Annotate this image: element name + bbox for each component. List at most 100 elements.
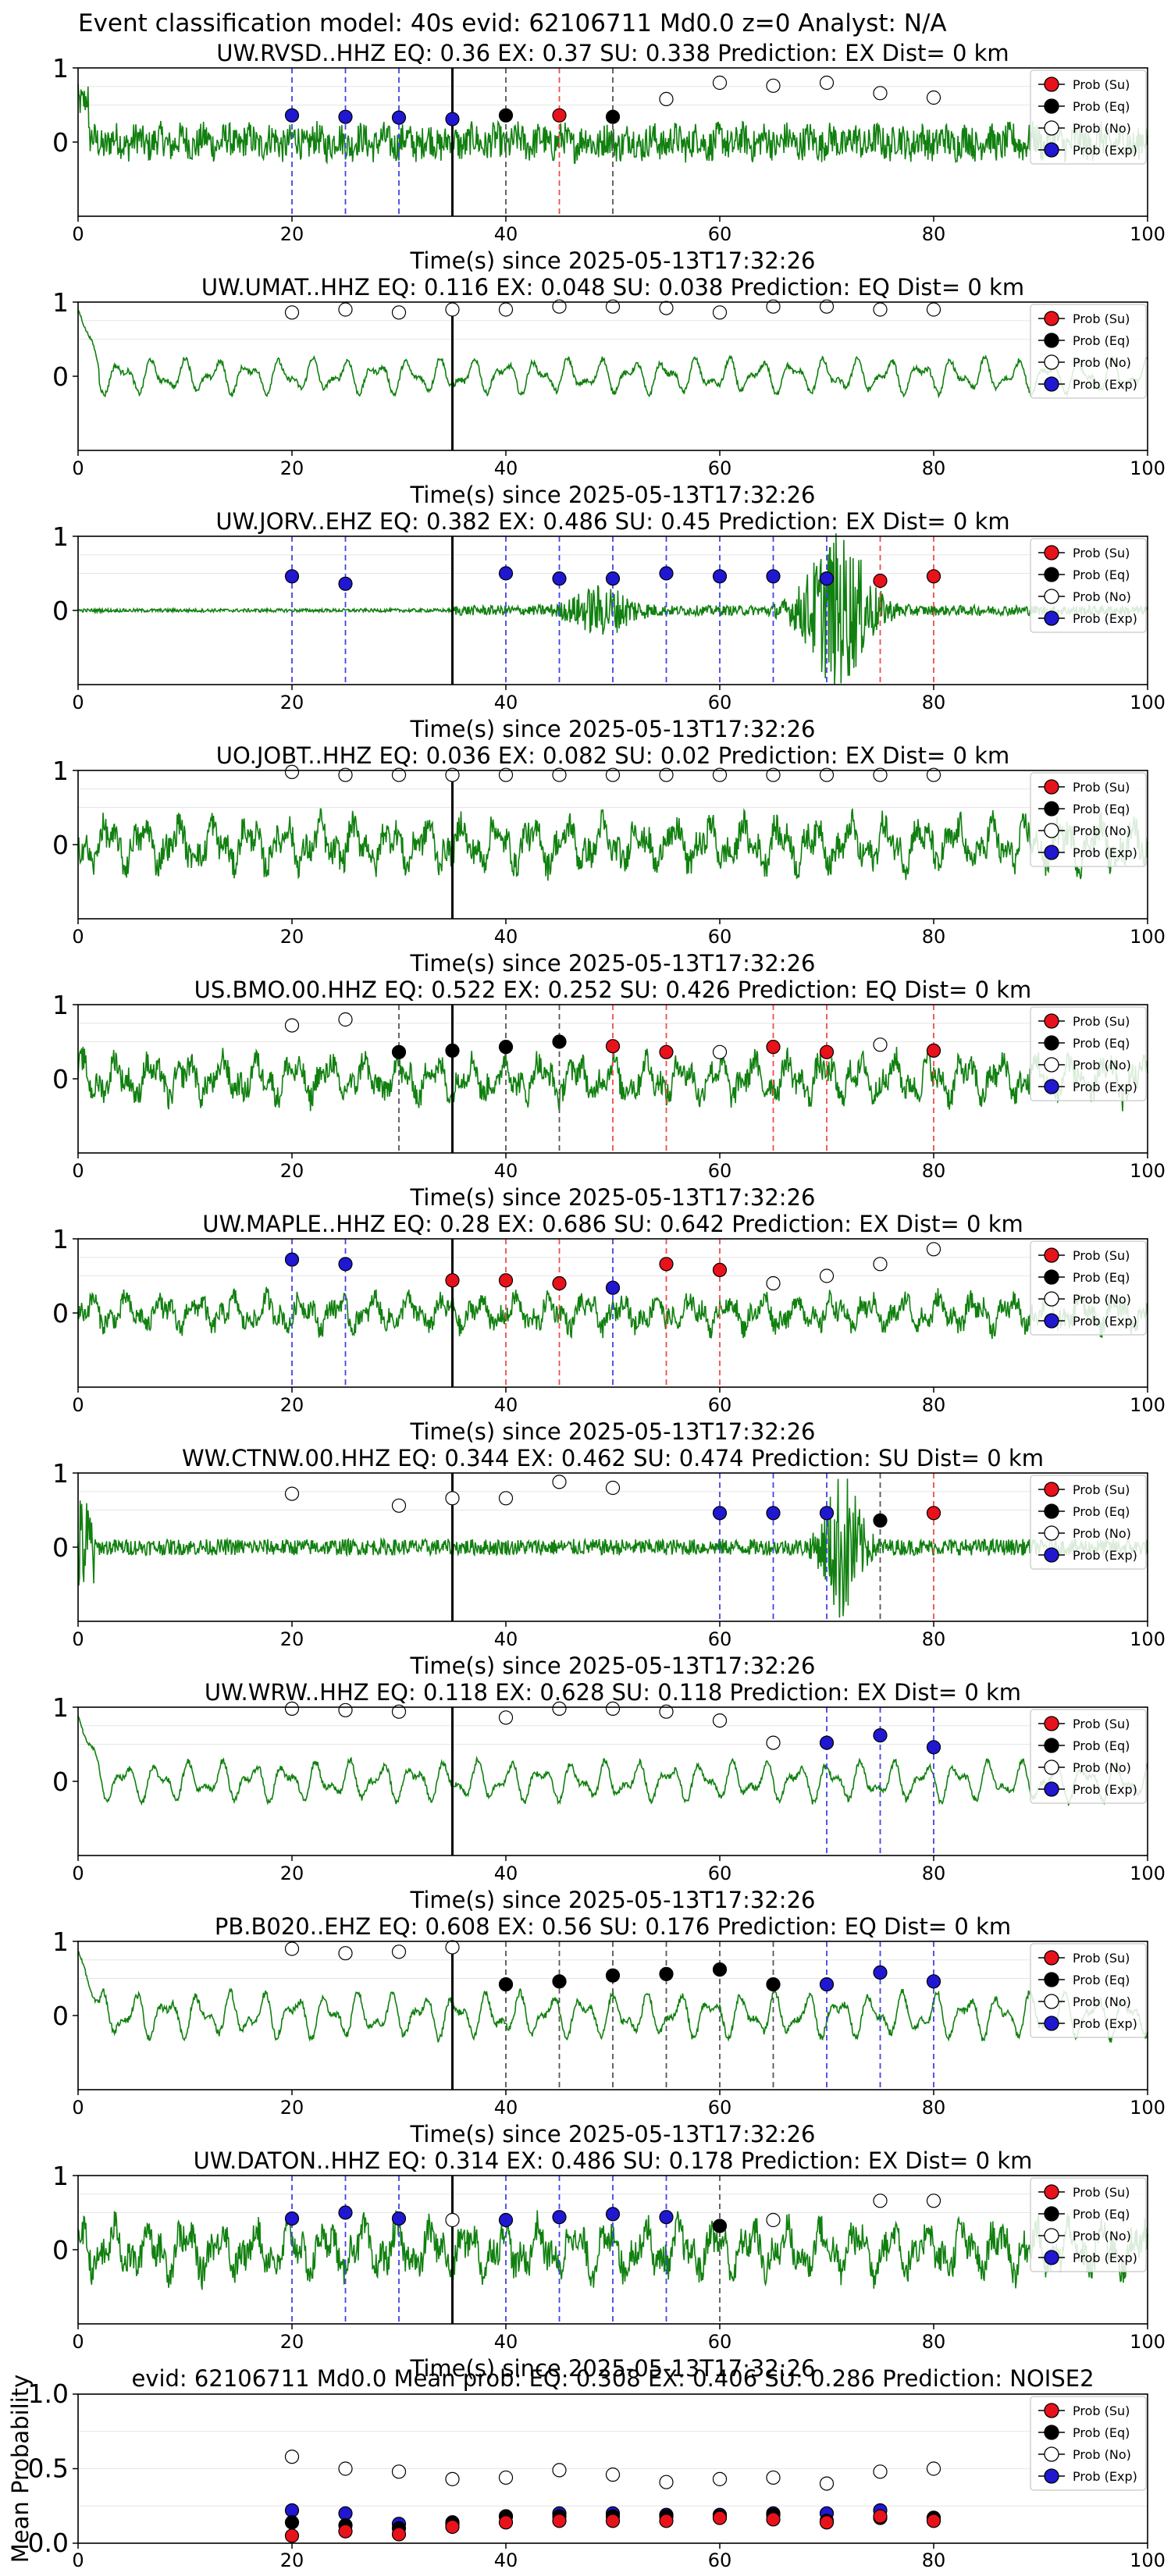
mean-point-su [552, 2514, 567, 2528]
prob-point-exp [338, 2205, 353, 2220]
xtick-label: 40 [494, 2331, 518, 2353]
prob-point-eq [873, 1513, 888, 1528]
prob-point-no [552, 1475, 567, 1489]
legend-exp-label: Prob (Exp) [1073, 377, 1137, 392]
prob-point-no [605, 299, 621, 314]
legend-no-marker [1044, 589, 1059, 604]
legend-su-label: Prob (Su) [1073, 780, 1130, 795]
mean-point-su [605, 2514, 621, 2528]
legend-no-label: Prob (No) [1073, 2447, 1131, 2462]
xtick-label: 40 [494, 1628, 518, 1650]
prob-point-no [605, 767, 621, 782]
prob-point-exp [391, 110, 407, 125]
mean-point-eq [284, 2515, 300, 2530]
legend-su-marker [1044, 1716, 1059, 1731]
legend-su-marker [1044, 1247, 1059, 1263]
mean-point-su [498, 2515, 514, 2530]
legend-no-marker [1044, 823, 1059, 838]
mean-probability-panel: evid: 62106711 Md0.0 Mean prob: EQ: 0.30… [7, 2365, 1166, 2571]
ytick-label: 1 [52, 2161, 69, 2191]
prob-point-no [391, 305, 407, 320]
mean-point-no [659, 2475, 674, 2489]
legend-exp-marker [1044, 1781, 1059, 1797]
prob-point-no [445, 1940, 460, 1955]
prob-point-no [338, 302, 353, 317]
panel-title: UO.JOBT..HHZ EQ: 0.036 EX: 0.082 SU: 0.0… [216, 742, 1010, 769]
xtick-label: 20 [280, 2331, 304, 2353]
prob-point-no [659, 1704, 674, 1719]
legend-exp-label: Prob (Exp) [1073, 2469, 1137, 2484]
legend-exp-label: Prob (Exp) [1073, 611, 1137, 626]
legend-no-label: Prob (No) [1073, 1292, 1131, 1307]
prob-point-no [873, 1037, 888, 1052]
legend-eq-label: Prob (Eq) [1073, 2207, 1130, 2222]
xtick-label: 60 [708, 1394, 732, 1416]
prob-point-no [926, 302, 941, 317]
ytick-label: 0 [52, 1532, 69, 1563]
station-panel-1: UW.UMAT..HHZ EQ: 0.116 EX: 0.048 SU: 0.0… [52, 274, 1166, 508]
station-panel-5: UW.MAPLE..HHZ EQ: 0.28 EX: 0.686 SU: 0.6… [52, 1211, 1166, 1445]
legend-eq-label: Prob (Eq) [1073, 1036, 1130, 1051]
prob-point-no [766, 1276, 781, 1291]
prob-point-no [659, 301, 674, 315]
legend-su-label: Prob (Su) [1073, 77, 1130, 92]
legend-eq-label: Prob (Eq) [1073, 568, 1130, 582]
xtick-label: 20 [280, 1394, 304, 1416]
mean-point-no [338, 2461, 353, 2476]
xtick-label: 40 [494, 1160, 518, 1182]
prob-point-no [445, 1491, 460, 1506]
mean-point-su [445, 2519, 460, 2535]
xtick-label: 100 [1130, 457, 1166, 479]
prob-point-no [284, 305, 300, 320]
legend-exp-label: Prob (Exp) [1073, 1548, 1137, 1563]
prob-point-eq [445, 1043, 460, 1059]
xtick-label: 0 [72, 1863, 84, 1884]
legend-box [1030, 2177, 1147, 2272]
legend-eq-label: Prob (Eq) [1073, 333, 1130, 348]
ytick-label: 1 [52, 1224, 69, 1254]
xtick-label: 80 [922, 1160, 946, 1182]
mean-point-su [926, 2514, 941, 2528]
xtick-label: 40 [494, 692, 518, 713]
legend-no-label: Prob (No) [1073, 589, 1131, 604]
legend-exp-marker [1044, 845, 1059, 860]
legend-box [1030, 1240, 1147, 1336]
prob-point-eq [712, 2218, 728, 2233]
xtick-label: 60 [708, 457, 732, 479]
prob-point-exp [926, 1974, 941, 1989]
prob-point-no [284, 764, 300, 780]
prob-point-eq [498, 1977, 514, 1992]
legend-exp-label: Prob (Exp) [1073, 1314, 1137, 1329]
prob-point-no [391, 1944, 407, 1959]
prob-point-exp [552, 571, 567, 586]
prob-point-no [338, 767, 353, 782]
xtick-label: 20 [280, 2549, 304, 2571]
station-panel-4: US.BMO.00.HHZ EQ: 0.522 EX: 0.252 SU: 0.… [52, 977, 1166, 1211]
legend-no-marker [1044, 1525, 1059, 1541]
legend-no-label: Prob (No) [1073, 1994, 1131, 2009]
xaxis-label: Time(s) since 2025-05-13T17:32:26 [410, 1887, 816, 1913]
station-panel-7: UW.WRW..HHZ EQ: 0.118 EX: 0.628 SU: 0.11… [52, 1679, 1166, 1913]
xtick-label: 0 [72, 457, 84, 479]
prob-point-exp [659, 2210, 674, 2225]
prob-point-su [819, 1044, 835, 1059]
prob-point-exp [284, 1252, 300, 1267]
xtick-label: 100 [1130, 223, 1166, 245]
prob-point-no [712, 767, 728, 782]
legend-no-marker [1044, 1291, 1059, 1307]
prob-point-no [712, 305, 728, 320]
legend-exp-label: Prob (Exp) [1073, 1782, 1137, 1797]
xtick-label: 0 [72, 926, 84, 948]
legend-su-label: Prob (Su) [1073, 1717, 1130, 1731]
prob-point-su [926, 1043, 941, 1059]
xtick-label: 0 [72, 2331, 84, 2353]
prob-point-no [712, 1044, 728, 1059]
ytick-label: 0 [52, 2235, 69, 2265]
waveform-trace [77, 1478, 1148, 1618]
legend-exp-marker [1044, 610, 1059, 626]
legend-no-marker [1044, 1759, 1059, 1775]
xtick-label: 100 [1130, 2097, 1166, 2119]
prob-point-no [552, 767, 567, 782]
legend-su-label: Prob (Su) [1073, 311, 1130, 326]
prob-point-no [926, 90, 941, 105]
